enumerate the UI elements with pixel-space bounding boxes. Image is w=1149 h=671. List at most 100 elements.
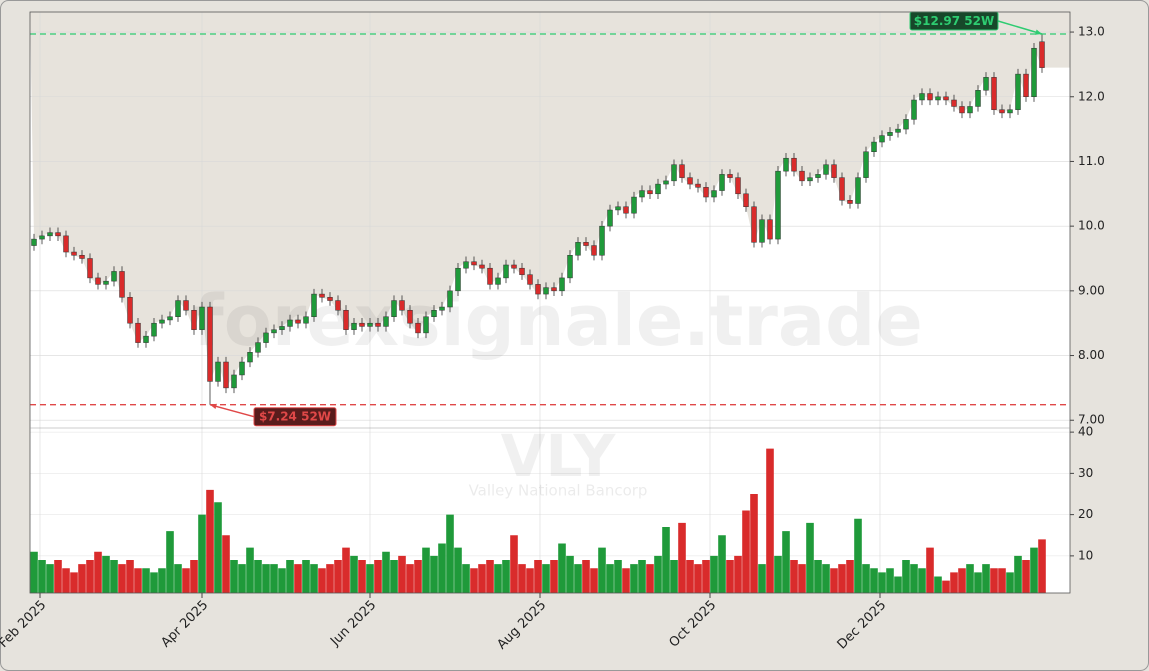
volume-bar	[1030, 547, 1038, 593]
candle-body	[135, 322, 141, 343]
candle-body	[63, 235, 69, 253]
volume-bar	[590, 568, 598, 593]
candle-body	[47, 232, 53, 237]
volume-bar	[326, 564, 334, 593]
candle-body	[911, 99, 917, 120]
y-tick-label: 10.0	[1078, 219, 1105, 233]
volume-bar	[662, 527, 670, 593]
candle-body	[711, 190, 717, 198]
volume-bar	[950, 572, 958, 593]
candle-body	[159, 319, 165, 324]
volume-bar	[246, 547, 254, 593]
candle-body	[455, 267, 461, 292]
candle-body	[863, 151, 869, 178]
volume-bar	[310, 564, 318, 593]
volume-bar	[654, 555, 662, 593]
volume-bar	[558, 543, 566, 593]
volume-bar	[702, 560, 710, 593]
volume-bar	[686, 560, 694, 593]
candle-body	[631, 196, 637, 214]
y-tick-label: 11.0	[1078, 154, 1105, 168]
volume-bar	[374, 560, 382, 593]
candle-body	[935, 96, 941, 101]
volume-bar	[414, 560, 422, 593]
volume-bar	[478, 564, 486, 593]
volume-bar	[854, 518, 862, 593]
volume-bar	[574, 564, 582, 593]
volume-bar	[142, 568, 150, 593]
volume-bar	[534, 560, 542, 593]
candle-body	[391, 300, 397, 317]
volume-bar	[670, 560, 678, 593]
candle-body	[423, 316, 429, 334]
volume-bar	[1014, 555, 1022, 593]
candle-body	[639, 190, 645, 198]
candle-body	[775, 170, 781, 240]
candle-body	[735, 177, 741, 195]
candle-body	[95, 277, 101, 285]
volume-bar	[342, 547, 350, 593]
volume-bar	[470, 568, 478, 593]
volume-bar	[518, 564, 526, 593]
volume-bar	[990, 568, 998, 593]
candle-body	[359, 322, 365, 327]
volume-bar	[278, 568, 286, 593]
candle-body	[503, 264, 509, 279]
y-tick-label: 12.0	[1078, 89, 1105, 103]
volume-bar	[406, 564, 414, 593]
volume-bar	[198, 514, 206, 593]
candle-body	[431, 310, 437, 317]
candle-body	[671, 164, 677, 182]
volume-bar	[254, 560, 262, 593]
candle-body	[807, 177, 813, 182]
volume-bar	[46, 564, 54, 593]
candle-body	[231, 374, 237, 389]
volume-bar	[622, 568, 630, 593]
candle-body	[919, 93, 925, 101]
annotation-label: $7.24 52W	[259, 410, 331, 424]
volume-bar	[430, 555, 438, 593]
candle-body	[447, 290, 453, 308]
candle-body	[295, 319, 301, 324]
volume-bar	[550, 560, 558, 593]
candle-body	[679, 164, 685, 178]
candle-body	[215, 361, 221, 382]
volume-bar	[758, 564, 766, 593]
volume-bar	[262, 564, 270, 593]
candle-body	[1023, 73, 1029, 98]
volume-bar	[1022, 560, 1030, 593]
volume-bar	[62, 568, 70, 593]
volume-bar	[30, 551, 38, 593]
candle-body	[991, 77, 997, 110]
candle-body	[183, 300, 189, 311]
volume-bar	[582, 560, 590, 593]
candle-body	[127, 297, 133, 324]
candle-body	[799, 170, 805, 182]
candle-body	[311, 293, 317, 317]
candle-body	[103, 280, 109, 285]
candle-body	[487, 267, 493, 285]
candle-body	[583, 242, 589, 246]
volume-bar	[926, 547, 934, 593]
candle-body	[895, 128, 901, 133]
candle-body	[839, 177, 845, 201]
volume-bar	[694, 564, 702, 593]
volume-bar	[286, 560, 294, 593]
volume-bar	[174, 564, 182, 593]
candle-body	[263, 332, 269, 343]
watermark: forexsignale.trade	[193, 280, 922, 362]
candle-body	[815, 174, 821, 178]
candle-body	[535, 284, 541, 295]
volume-bar	[878, 572, 886, 593]
volume-bar	[614, 560, 622, 593]
volume-bar	[366, 564, 374, 593]
candle-body	[751, 206, 757, 243]
y-tick-label: 7.00	[1078, 413, 1105, 427]
candle-body	[559, 277, 565, 292]
candle-body	[207, 306, 213, 382]
volume-bar	[158, 568, 166, 593]
candle-body	[279, 326, 285, 330]
candle-body	[167, 316, 173, 321]
volume-bar	[166, 531, 174, 593]
candle-body	[239, 361, 245, 376]
